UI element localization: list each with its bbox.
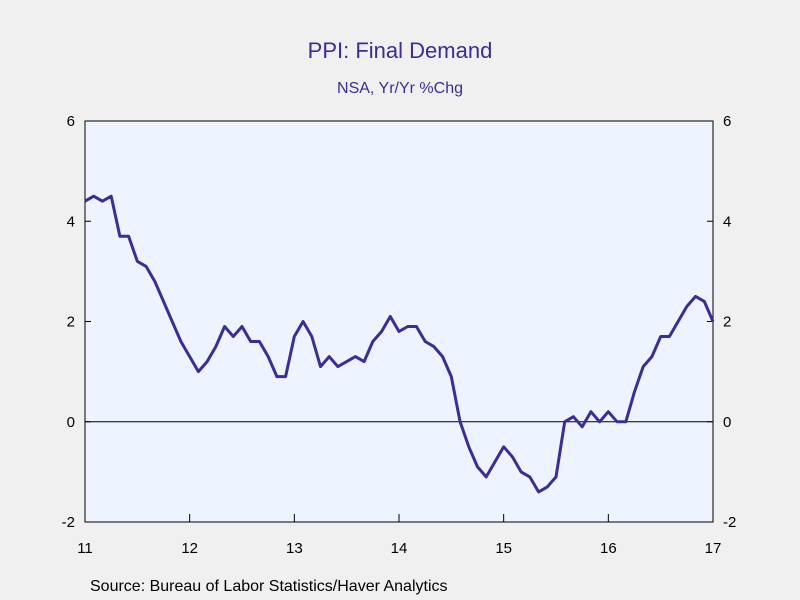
x-axis: 11 12 13 14 15 16 17 [77, 514, 721, 557]
y-tick-label-left: 4 [67, 213, 75, 230]
x-tick-label: 16 [600, 540, 617, 557]
x-tick-label: 14 [391, 540, 408, 557]
y-tick-label-left: 6 [67, 113, 75, 130]
x-tick-label: 15 [495, 540, 512, 557]
y-tick-label-right: 4 [723, 213, 731, 230]
x-tick-label: 11 [77, 540, 93, 557]
series-line [84, 194, 715, 494]
source-note: Source: Bureau of Labor Statistics/Haver… [90, 578, 448, 595]
y-tick-label-right: 6 [723, 113, 731, 130]
y-axis-right: -2 0 2 4 6 [707, 113, 736, 531]
y-tick-label-left: 2 [67, 314, 75, 331]
y-tick-label-right: 0 [723, 414, 731, 431]
x-tick-label: 13 [286, 540, 303, 557]
y-tick-label-left: -2 [62, 514, 75, 531]
y-tick-label-right: 2 [723, 314, 731, 331]
plot-area [84, 120, 714, 523]
x-tick-label: 12 [181, 540, 198, 557]
y-tick-label-right: -2 [723, 514, 736, 531]
chart-title: PPI: Final Demand [307, 38, 493, 63]
x-tick-label: 17 [705, 540, 722, 557]
y-tick-label-left: 0 [67, 414, 75, 431]
chart-subtitle: NSA, Yr/Yr %Chg [337, 80, 463, 97]
y-axis-left: -2 0 2 4 6 [62, 113, 91, 531]
